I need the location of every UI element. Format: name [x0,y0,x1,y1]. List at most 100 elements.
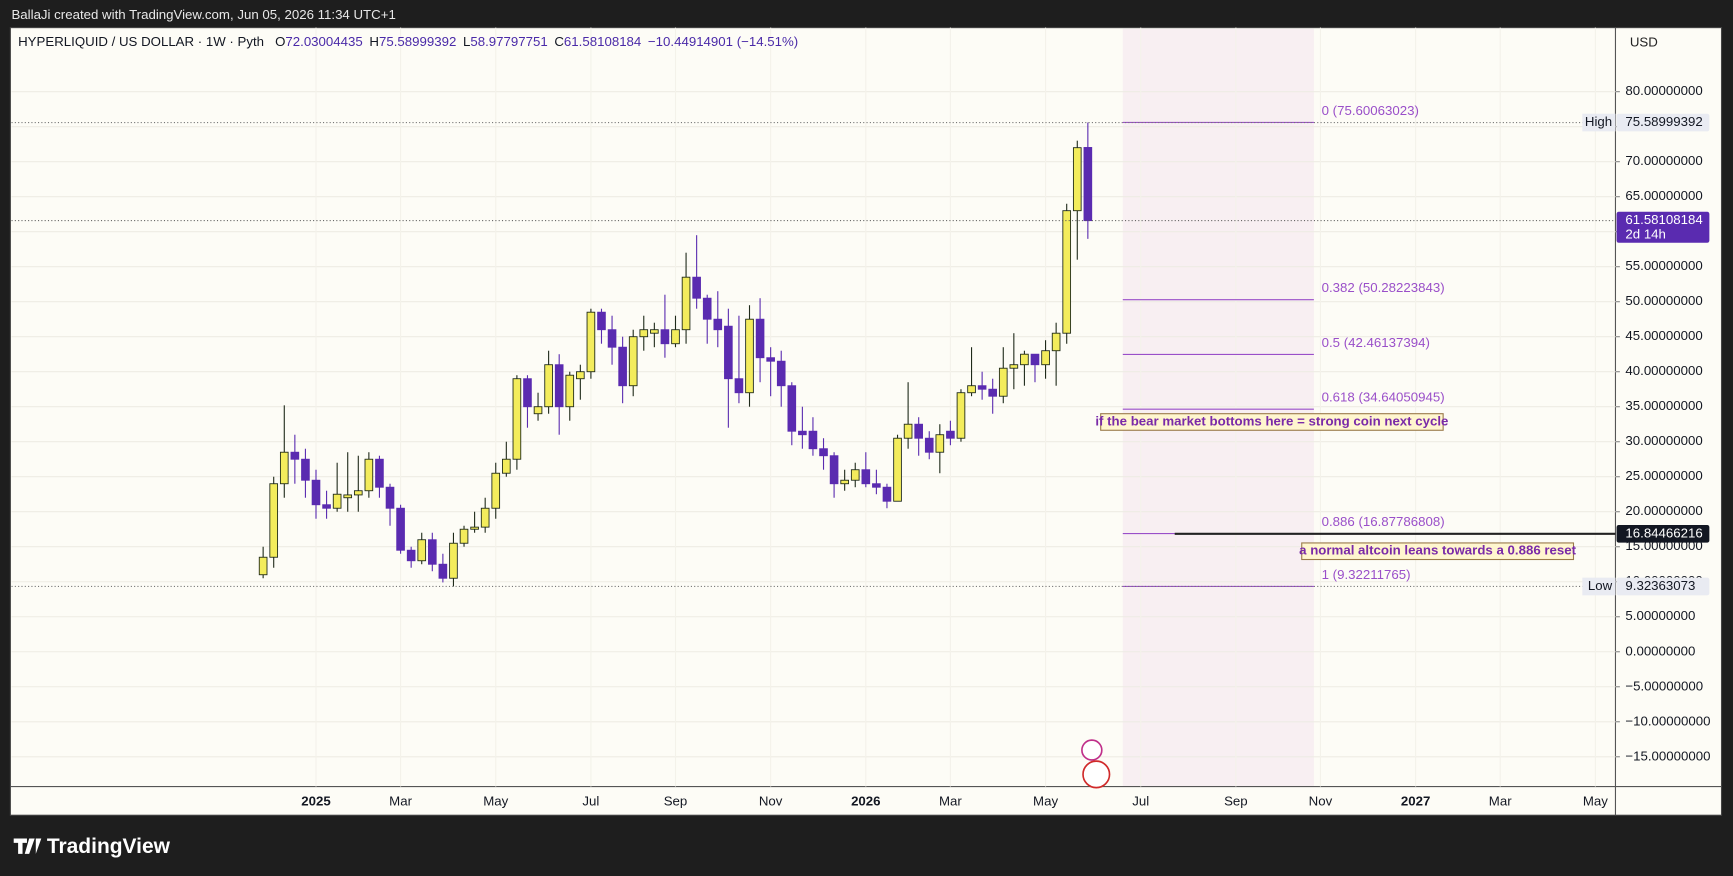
candle-body [1062,210,1072,334]
y-tick-label: 20.00000000 [1625,503,1702,518]
candle-body [364,458,374,492]
price-tag [1616,211,1710,243]
fib-label: 0 (75.60063023) [1322,103,1419,118]
candle-body [766,357,775,362]
header: BallaJi created with TradingView.com, Ju… [11,7,395,22]
candle-body [523,378,532,408]
price-tag-value: 16.84466216 [1625,525,1702,540]
event-icon[interactable] [1082,760,1111,789]
candle-body [628,336,638,387]
candle-body [745,318,754,394]
x-tick-label: 2027 [1401,793,1430,808]
candle-body [449,542,458,579]
candle-body [269,483,279,558]
candle-body [914,423,923,439]
y-tick-label: 80.00000000 [1625,83,1702,98]
candle-body [343,494,353,499]
legend-value: 75.58999392 [379,33,456,48]
candle-body [396,507,405,551]
candle-body [998,367,1008,397]
legend-value: 61.58108184 [564,33,641,48]
fib-label: 1 (9.32211765) [1322,567,1411,582]
fib-label: 0.5 (42.46137394) [1322,335,1430,350]
annotation: if the bear market bottoms here = strong… [1095,413,1448,428]
x-tick-label: Mar [1489,793,1512,808]
candle-body [776,360,786,387]
y-tick-label: 40.00000000 [1625,363,1702,378]
x-tick-label: Jul [582,793,599,808]
candle-body [385,486,395,509]
event-icon[interactable] [1081,739,1103,761]
candle-body [988,388,998,397]
candle-body [597,311,606,331]
candle-body [332,493,342,509]
candle-body [311,479,321,506]
annotation: a normal altcoin leans towards a 0.886 r… [1299,543,1576,558]
price-tag-label: Low [1588,578,1613,593]
candle-body [924,437,934,453]
candle-body [512,378,522,460]
candle-body [554,364,564,408]
candle-body [290,451,300,460]
annotation-box [1100,413,1444,431]
price-tag [1616,113,1710,132]
candle-body [353,490,363,496]
annotation-box [1301,542,1575,561]
x-tick-label: May [1583,793,1608,808]
candle-body [576,371,585,380]
logo-icon [13,838,42,854]
candle-body [808,430,818,450]
candle-body [480,507,490,528]
y-tick-label: 35.00000000 [1625,398,1702,413]
candle-body [819,448,828,457]
y-tick-label: 5.00000000 [1625,608,1695,623]
candle-body [713,318,723,331]
candle-body [1041,350,1050,366]
candle-body [850,469,860,481]
x-tick-label: Sep [664,793,688,808]
price-tag-label-bg [1582,113,1616,132]
legend-change: −10.44914901 (−14.51%) [648,33,798,48]
candle-body [872,483,881,488]
candle-body [1030,353,1040,366]
currency: USD [1630,35,1658,50]
candle-body [301,458,310,481]
candle-body [544,364,553,408]
fib-label: 0.618 (34.64050945) [1322,390,1445,405]
candle-body [1020,353,1029,366]
candle-body [935,434,945,453]
legend-key: O [275,33,285,48]
x-tick-label: Sep [1224,793,1248,808]
price-tag-value: 61.58108184 [1625,212,1702,227]
candle-body [650,329,659,334]
y-tick-label: 50.00000000 [1625,293,1702,308]
x-tick-label: Nov [1309,793,1333,808]
candle-body [607,329,617,348]
price-tag-label: High [1585,114,1612,129]
x-tick-label: Nov [759,793,783,808]
candle-body [502,458,511,474]
price-tag-label-bg [1582,577,1616,596]
candle-body [427,539,437,565]
candle-body [977,385,987,390]
logo: TradingView [47,835,171,858]
candle-body [417,539,427,562]
legend-key: H [369,33,379,48]
y-tick-label: 25.00000000 [1625,468,1702,483]
candle-body [840,479,849,485]
y-tick-label: 30.00000000 [1625,433,1702,448]
candle-body [565,374,575,408]
legend-key: C [554,33,564,48]
candle-body [1051,332,1061,352]
candle-body [861,469,871,485]
candle-body [798,430,807,436]
x-tick-label: Jul [1132,793,1149,808]
candle-body [491,472,501,509]
candle-body [459,528,469,544]
candle-body [438,563,448,579]
legend: HYPERLIQUID / US DOLLAR · 1W · Pyth O72.0… [18,33,798,48]
candle-body [639,329,649,338]
y-tick-label: −15.00000000 [1625,748,1710,763]
price-tag-value: 75.58999392 [1625,114,1702,129]
